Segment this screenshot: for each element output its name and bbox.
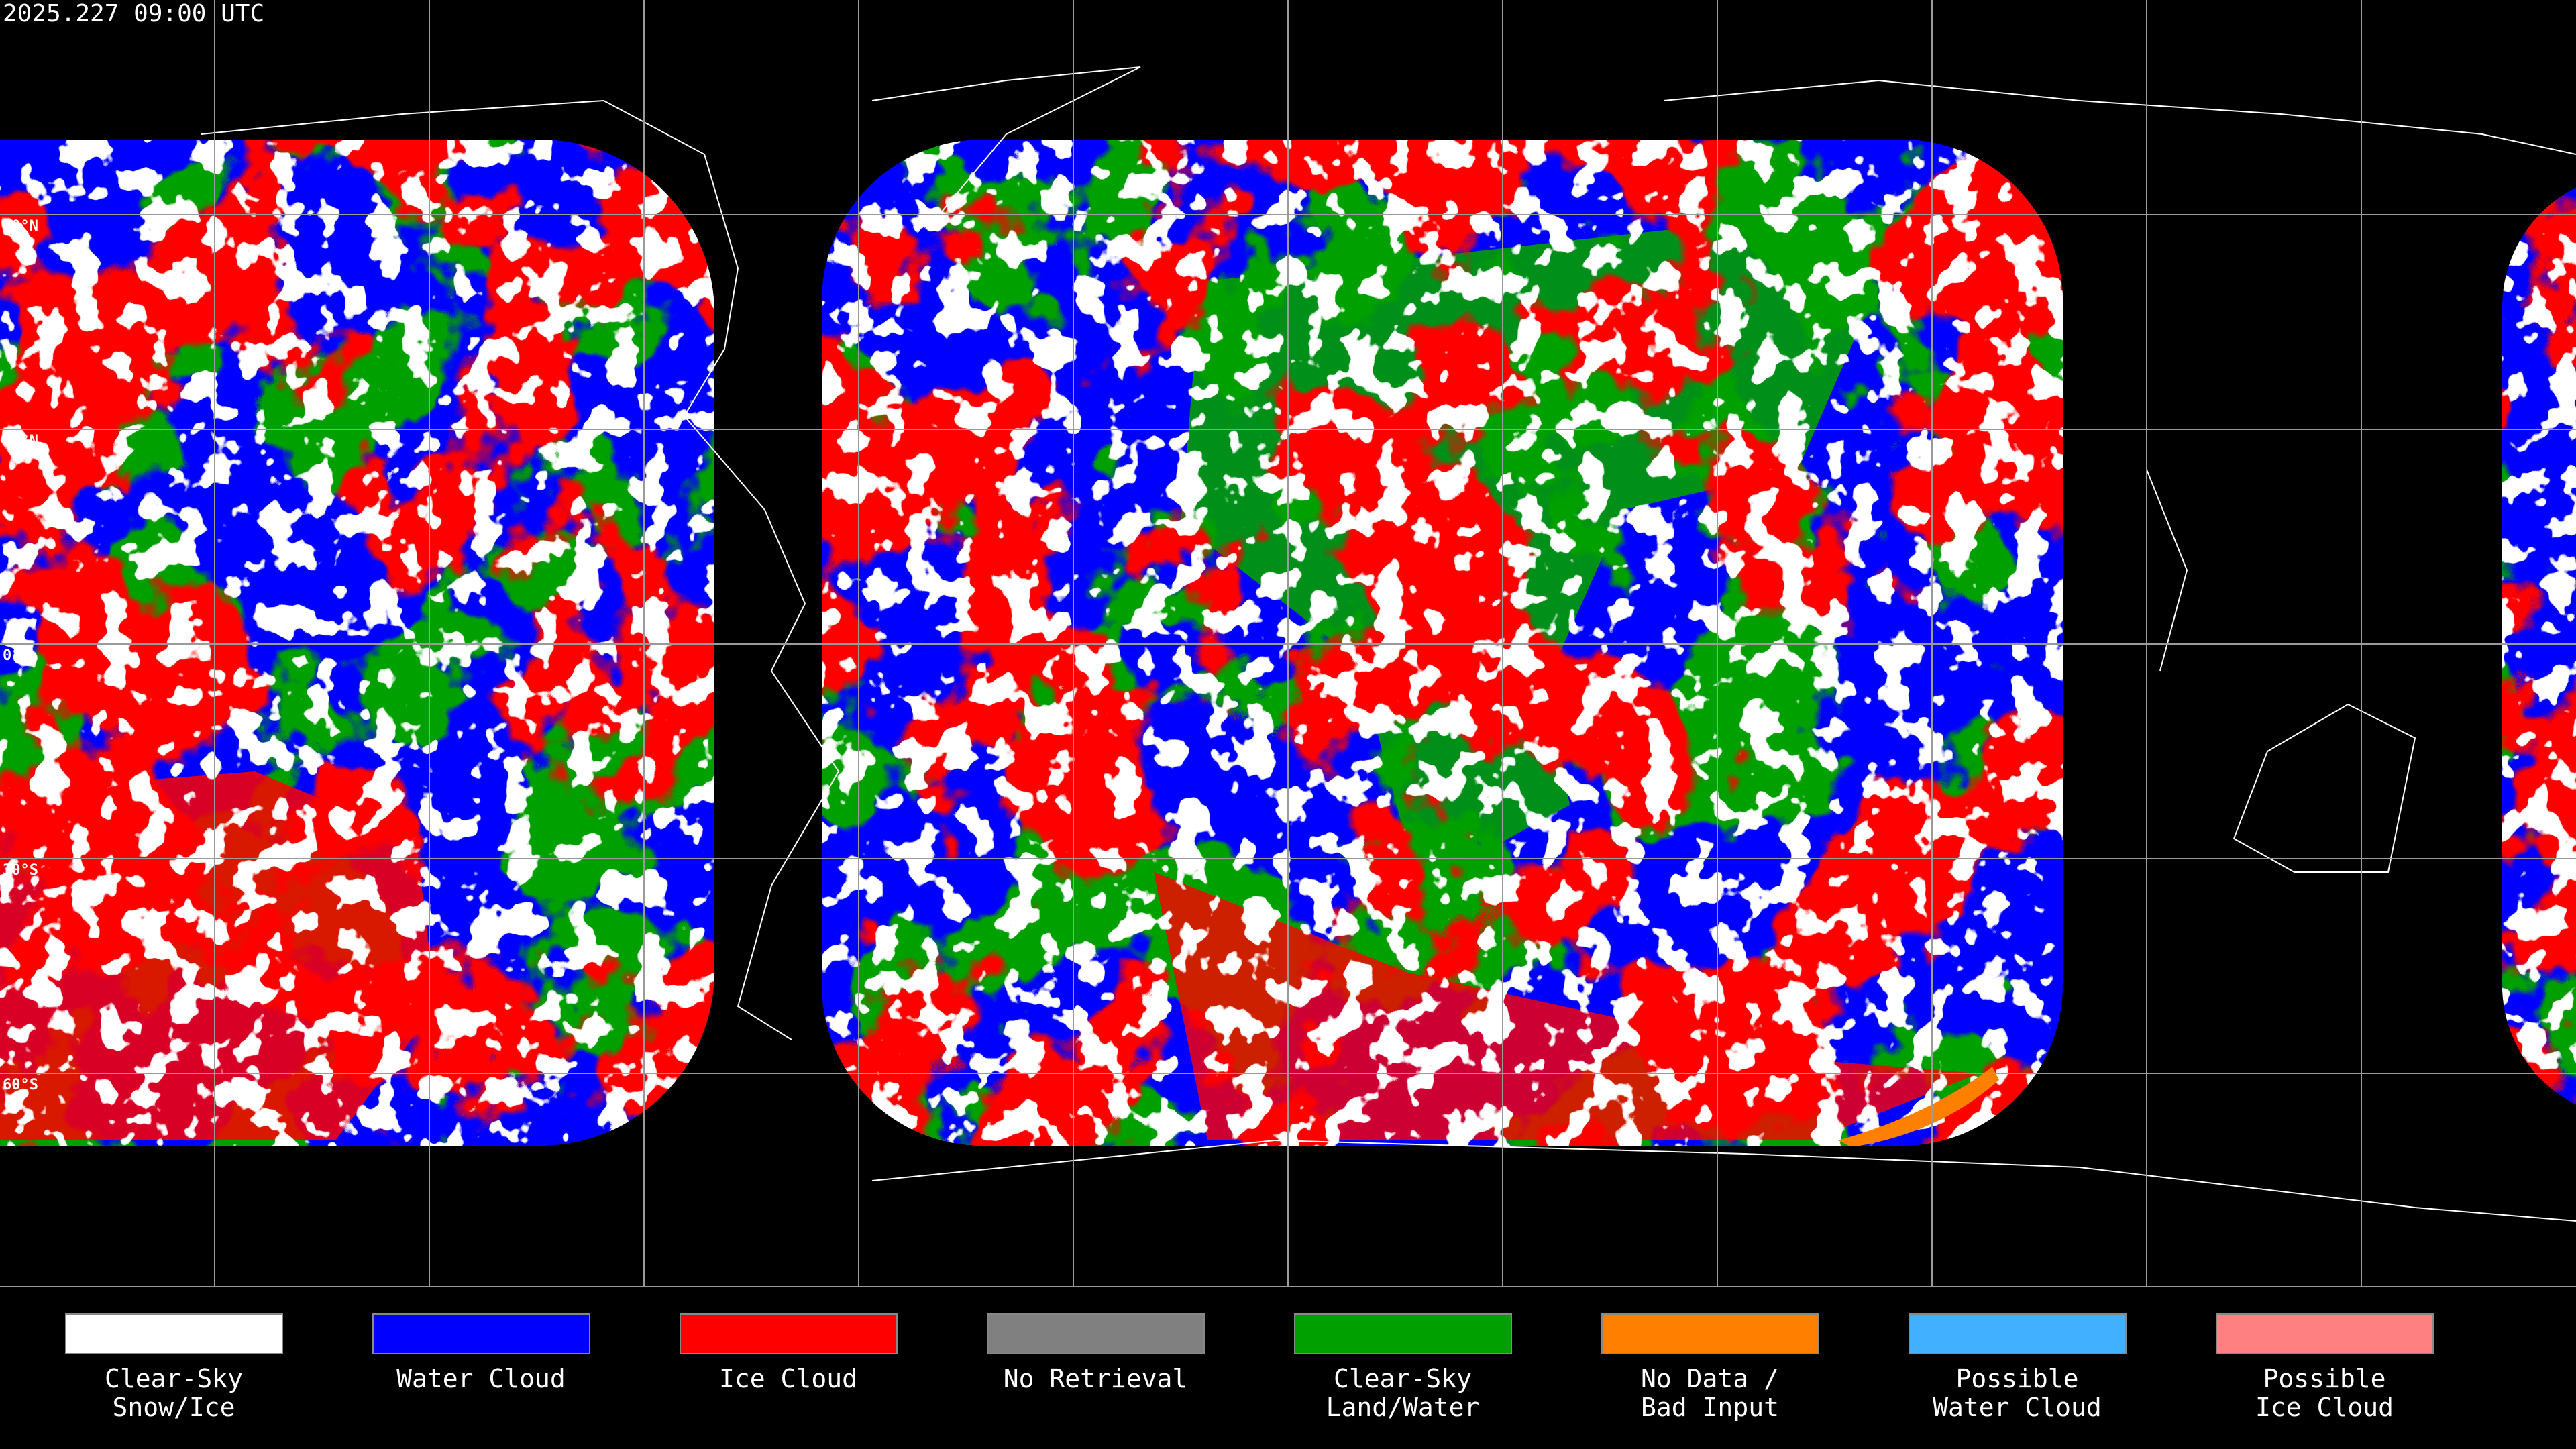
latitude-label: 60°N [3, 218, 38, 235]
legend-swatch [2216, 1313, 2434, 1354]
legend-label: Land/Water [1326, 1393, 1480, 1422]
legend-swatch [372, 1313, 590, 1354]
no-data-edge [1838, 1067, 1999, 1146]
legend-label: Possible [1955, 1364, 2078, 1393]
legend-swatch [987, 1313, 1205, 1354]
legend-label: No Data / [1641, 1364, 1779, 1393]
timestamp: 2025.227 09:00 UTC [3, 0, 264, 28]
latitude-labels: 60°N 30°N 0°N 30°S 60°S [3, 218, 38, 1093]
legend-swatch [65, 1313, 283, 1354]
ice-cloud-region [0, 771, 436, 1140]
latitude-label: 30°N [3, 433, 38, 449]
coastline [871, 1139, 2576, 1222]
legend-label: No Retrieval [1004, 1364, 1188, 1393]
legend-label: Bad Input [1641, 1393, 1779, 1422]
legend-swatch [1909, 1313, 2127, 1354]
coastlines [201, 66, 2576, 1222]
latitude-label: 30°S [3, 862, 38, 879]
legend-label: Water Cloud [1933, 1393, 2102, 1422]
latitude-label: 0°N [3, 647, 30, 664]
legend-label: Ice Cloud [719, 1364, 857, 1393]
legend-swatch [1601, 1313, 1819, 1354]
legend-label: Ice Cloud [2255, 1393, 2394, 1422]
coastline [871, 66, 1141, 215]
legend-swatch [680, 1313, 898, 1354]
latitude-label: 60°S [3, 1077, 38, 1093]
legend-label: Clear-Sky [105, 1364, 243, 1393]
coastline [2233, 703, 2416, 873]
legend-label: Water Cloud [396, 1364, 566, 1393]
coastline [2146, 469, 2188, 672]
legend-label: Clear-Sky [1334, 1364, 1472, 1393]
coastline [1663, 79, 2576, 155]
graticule [0, 0, 2576, 1287]
legend-label: Possible [2263, 1364, 2385, 1393]
legend-swatch [1294, 1313, 1512, 1354]
coastline [201, 99, 840, 1040]
legend-label: Snow/Ice [112, 1393, 235, 1422]
